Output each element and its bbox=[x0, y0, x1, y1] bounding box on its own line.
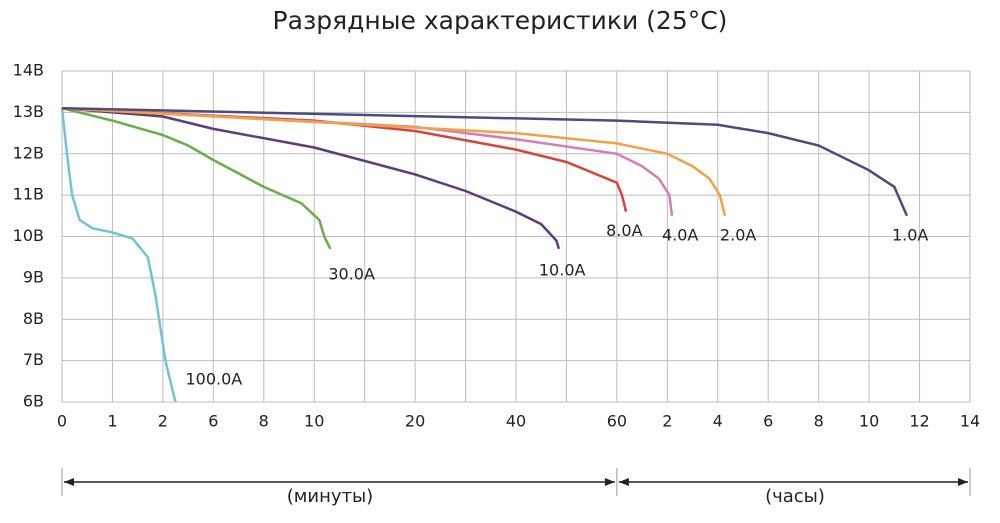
x-tick-label: 8 bbox=[814, 412, 824, 431]
x-tick-label: 4 bbox=[713, 412, 723, 431]
series-line bbox=[61, 106, 561, 250]
series-label: 1.0A bbox=[892, 225, 928, 244]
y-tick-label: 13В bbox=[13, 102, 44, 121]
x-tick-label: 40 bbox=[506, 412, 526, 431]
x-annotation: (часы) bbox=[765, 486, 825, 507]
y-tick-label: 9В bbox=[23, 267, 44, 286]
x-tick-label: 20 bbox=[405, 412, 425, 431]
y-tick-label: 8В bbox=[23, 309, 44, 328]
x-tick-label: 6 bbox=[763, 412, 773, 431]
y-tick-label: 11В bbox=[13, 185, 44, 204]
y-tick-label: 6В bbox=[23, 392, 44, 411]
y-tick-label: 14В bbox=[13, 61, 44, 80]
x-tick-label: 0 bbox=[57, 412, 67, 431]
arrow-head bbox=[958, 478, 968, 486]
series-label: 100.0A bbox=[186, 370, 243, 389]
y-tick-label: 12В bbox=[13, 143, 44, 162]
x-tick-label: 6 bbox=[208, 412, 218, 431]
arrow-head bbox=[618, 478, 629, 486]
x-tick-label: 8 bbox=[259, 412, 269, 431]
x-tick-label: 10 bbox=[859, 412, 879, 431]
y-tick-label: 10В bbox=[13, 226, 44, 245]
chart-title: Разрядные характеристики (25°C) bbox=[273, 6, 728, 35]
y-tick-label: 7В bbox=[23, 350, 44, 369]
series-label: 10.0A bbox=[539, 260, 586, 279]
series-label: 8.0A bbox=[606, 221, 642, 240]
series-line bbox=[61, 106, 727, 217]
x-tick-label: 1 bbox=[107, 412, 117, 431]
x-tick-label: 14 bbox=[960, 412, 980, 431]
x-tick-label: 2 bbox=[158, 412, 168, 431]
x-tick-label: 2 bbox=[662, 412, 672, 431]
series-line bbox=[61, 106, 909, 217]
arrow-head bbox=[604, 478, 615, 486]
series-label: 2.0A bbox=[720, 225, 756, 244]
x-annotation: (минуты) bbox=[287, 486, 373, 507]
series-line bbox=[60, 108, 177, 403]
series-label: 30.0A bbox=[328, 264, 375, 283]
x-tick-label: 60 bbox=[607, 412, 627, 431]
series-line bbox=[61, 106, 332, 250]
series-label: 4.0A bbox=[662, 225, 698, 244]
arrow-head bbox=[64, 478, 74, 486]
x-tick-label: 10 bbox=[304, 412, 324, 431]
x-tick-label: 12 bbox=[909, 412, 929, 431]
